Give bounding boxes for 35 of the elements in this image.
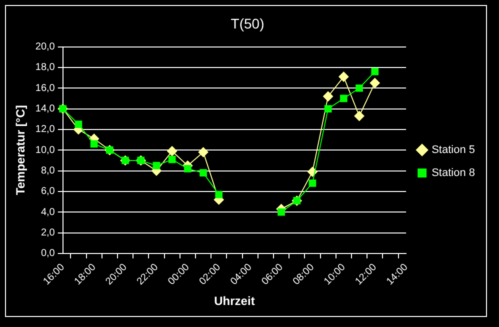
- y-tick-label: 14,0: [35, 104, 56, 115]
- y-tick-label: 0,0: [40, 248, 56, 260]
- point: [323, 91, 334, 102]
- point: [200, 169, 207, 177]
- point: [356, 84, 363, 92]
- point: [370, 78, 380, 88]
- legend-label: Station 5: [432, 144, 475, 156]
- y-axis-title: Temperatur [°C]: [14, 105, 28, 196]
- point: [308, 179, 316, 187]
- point: [354, 111, 364, 122]
- point: [90, 140, 98, 148]
- legend-label: Station 8: [432, 167, 475, 180]
- point: [168, 156, 176, 164]
- chart-title: T(50): [230, 15, 264, 32]
- y-tick-label: 16,0: [35, 82, 56, 94]
- x-axis-title: Uhrzeit: [214, 294, 255, 308]
- y-tick-label: 12,0: [35, 124, 56, 136]
- point: [340, 94, 348, 102]
- point: [215, 190, 223, 198]
- point: [74, 120, 82, 128]
- point: [198, 147, 208, 158]
- y-tick-label: 6,0: [40, 186, 56, 198]
- y-tick-label: 2,0: [40, 228, 56, 239]
- y-tick-label: 20,0: [35, 42, 56, 53]
- y-tick-label: 4,0: [40, 206, 56, 218]
- point: [338, 72, 349, 82]
- point: [278, 208, 285, 216]
- point: [371, 68, 379, 76]
- point: [152, 162, 160, 170]
- point: [167, 146, 178, 156]
- y-tick-label: 18,0: [35, 62, 56, 74]
- y-tick-label: 10,0: [35, 144, 56, 156]
- y-tick-label: 8,0: [40, 166, 56, 177]
- point: [324, 105, 332, 112]
- point: [184, 165, 192, 172]
